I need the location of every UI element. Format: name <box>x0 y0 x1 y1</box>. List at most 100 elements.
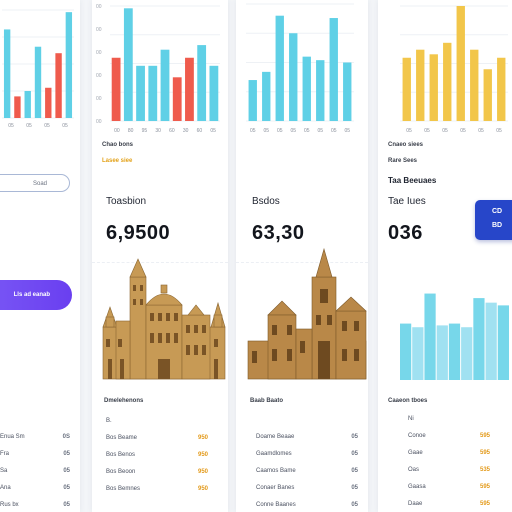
chart-bar <box>275 15 284 122</box>
area-bar <box>497 305 509 380</box>
primary-action-button[interactable]: Lls ad eanab <box>0 280 72 310</box>
list-item[interactable]: Ana 05 <box>0 485 80 495</box>
chart-bar <box>160 49 170 122</box>
list-item[interactable]: Oas 535 <box>378 467 512 477</box>
list-item[interactable]: Bos Beoon 950 <box>92 469 228 479</box>
list-item[interactable]: Conoe 595 <box>378 433 512 443</box>
list-item[interactable]: Ni <box>378 416 512 426</box>
panel-c-caption: Cnaeo siees <box>388 142 424 148</box>
list-item-value: 950 <box>197 486 208 492</box>
list-item[interactable]: Conne Baanes 05 <box>236 502 368 512</box>
area-bar <box>461 327 473 380</box>
chart-bar <box>470 49 479 122</box>
panel-b: 05 05 05 05 05 05 05 05 Bsdos 63,30 <box>236 0 368 512</box>
chart-bar <box>302 56 311 121</box>
list-item[interactable]: Gaamdlomes 05 <box>236 451 368 461</box>
tick-label: 05 <box>424 128 430 134</box>
tick-label: 05 <box>331 128 337 134</box>
chart-bar <box>316 60 325 121</box>
left-bar-chart: 05 05 05 05 <box>0 0 80 130</box>
chart-bar <box>34 46 42 118</box>
list-item-value: 950 <box>197 469 208 475</box>
panel-a: 00 80 95 30 60 30 60 05 00 00 00 00 00 00 Chao bons L… <box>92 0 228 512</box>
area-bar <box>436 325 448 380</box>
panel-b-title: Bsdos <box>252 196 280 207</box>
panel-c-subtitle: Tae Iues <box>388 196 426 207</box>
chart-bar <box>248 80 257 121</box>
panel-c-footer: Caaeon tboes <box>388 398 428 404</box>
panel-b-footer: Baab Baato <box>250 398 284 404</box>
list-item[interactable]: Gaasa 595 <box>378 484 512 494</box>
list-item[interactable]: Sa 05 <box>0 468 80 478</box>
list-item[interactable]: Daae 595 <box>378 501 512 511</box>
list-item[interactable]: Conaer Banes 05 <box>236 485 368 495</box>
list-item-label: Bos Beoon <box>106 469 136 475</box>
list-item[interactable]: Doame Beaae 05 <box>236 434 368 444</box>
list-item-label: B. <box>106 418 112 424</box>
area-bar <box>485 302 497 380</box>
tick-label: 95 <box>142 128 148 134</box>
list-item[interactable]: Rus bx 05 <box>0 502 80 512</box>
panel-b-value: 63,30 <box>252 222 305 244</box>
list-item[interactable]: Caamos Bame 05 <box>236 468 368 478</box>
area-bar <box>424 293 436 380</box>
list-item-value: 0S <box>62 434 70 440</box>
list-item-label: Conaer Banes <box>256 485 295 491</box>
chart-bar <box>111 57 121 121</box>
list-item-value: 05 <box>351 502 358 508</box>
tick-label: 05 <box>478 128 484 134</box>
left-panel: 05 05 05 05 Soad Lls ad eanab Enua Sm 0S Fra 0… <box>0 0 80 512</box>
panel-b-bar-chart-svg: 05 05 05 05 05 05 05 05 <box>246 3 354 134</box>
panel-c: 05 05 05 05 05 05 Cnaeo siees Rare Sees Taa B… <box>378 0 512 512</box>
search-pill[interactable]: Soad <box>0 174 70 192</box>
panel-b-bar-chart: 05 05 05 05 05 05 05 05 <box>236 0 368 135</box>
list-item-value: 05 <box>351 468 358 474</box>
tick-label: 30 <box>155 128 161 134</box>
list-item-label: Sa <box>0 468 8 474</box>
list-item-label: Rus bx <box>0 502 19 508</box>
list-item[interactable]: Bos Bemnes 950 <box>92 486 228 496</box>
panel-c-subcaption: Rare Sees <box>388 158 418 164</box>
panel-a-caption: Chao bons <box>102 142 133 148</box>
chart-bar <box>197 45 207 121</box>
panel-a-title: Toasbion <box>106 196 147 207</box>
panel-c-badge-button[interactable]: CD BD <box>475 200 512 240</box>
list-item-label: Bos Bemnes <box>106 486 141 492</box>
chart-bar <box>123 8 133 121</box>
list-item-value: 05 <box>63 451 70 457</box>
list-item[interactable]: Bos Benos 950 <box>92 452 228 462</box>
tick-label: 30 <box>183 128 189 134</box>
list-item-value: 595 <box>479 501 490 507</box>
list-item[interactable]: Fra 05 <box>0 451 80 461</box>
list-item-value: 595 <box>479 484 490 490</box>
list-item[interactable]: Bos Beame 950 <box>92 435 228 445</box>
list-item[interactable]: B. <box>92 418 228 428</box>
tick-label: 60 <box>197 128 203 134</box>
chart-bar <box>45 87 52 118</box>
list-item[interactable]: Enua Sm 0S <box>0 434 80 444</box>
tick-label: 05 <box>460 128 466 134</box>
tick-label: 05 <box>277 128 283 134</box>
chart-bar <box>65 12 73 118</box>
list-item[interactable]: Gaae 595 <box>378 450 512 460</box>
chart-bar <box>24 91 31 118</box>
list-item-value: 595 <box>479 433 490 439</box>
list-item-label: Doame Beaae <box>256 434 295 440</box>
panel-c-area-chart <box>378 285 512 380</box>
panel-c-bar-chart: 05 05 05 05 05 05 <box>378 0 512 135</box>
panel-c-value: 036 <box>388 222 423 244</box>
list-item-label: Oas <box>408 467 420 473</box>
area-bar <box>473 298 485 380</box>
chart-bar <box>402 57 411 121</box>
tick-label: 05 <box>344 128 350 134</box>
tick-label: 05 <box>8 123 14 129</box>
panel-a-subcaption: Lasee siee <box>102 158 133 164</box>
church-illustration <box>247 247 367 380</box>
tick-label: 05 <box>317 128 323 134</box>
panel-b-illustration <box>246 245 368 385</box>
chart-bar <box>3 29 11 118</box>
list-item-label: Ni <box>408 416 414 422</box>
tick-label: 05 <box>62 123 68 129</box>
panel-a-footer: Dmelehenons <box>104 398 144 404</box>
list-item-label: Fra <box>0 451 9 457</box>
